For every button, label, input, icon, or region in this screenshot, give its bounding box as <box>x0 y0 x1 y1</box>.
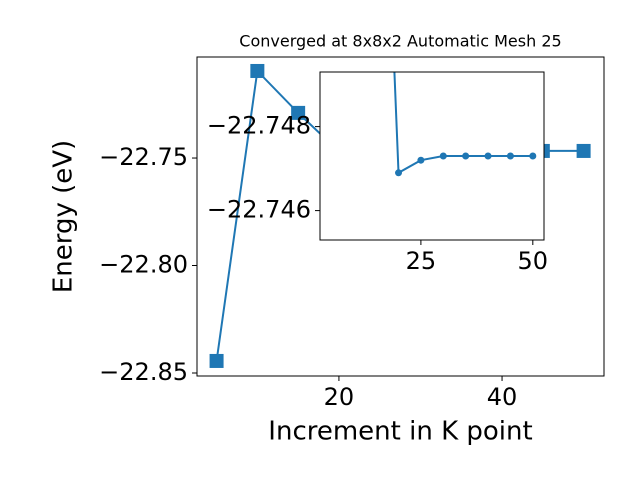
marker <box>439 152 447 160</box>
y-tick-label: −22.746 <box>207 196 311 224</box>
marker <box>484 152 492 160</box>
y-axis-label: Energy (eV) <box>49 140 79 293</box>
marker <box>506 152 514 160</box>
axes-frame <box>196 56 605 377</box>
plot-area <box>393 72 537 177</box>
marker <box>462 152 470 160</box>
y-tick-label: −22.85 <box>99 358 188 386</box>
y-tick-label: −22.748 <box>207 112 311 140</box>
marker <box>395 169 403 177</box>
marker <box>291 105 306 120</box>
chart-title: Converged at 8x8x2 Automatic Mesh 25 <box>239 32 561 51</box>
marker <box>576 143 591 158</box>
y-tick-label: −22.75 <box>99 143 188 171</box>
x-tick-label: 20 <box>324 383 355 411</box>
x-axis-label: Increment in K point <box>268 417 532 447</box>
marker <box>417 156 425 164</box>
x-tick-label: 25 <box>406 247 437 275</box>
y-tick-label: −22.80 <box>99 251 188 279</box>
marker <box>529 152 537 160</box>
line <box>393 72 533 175</box>
x-tick-label: 50 <box>518 247 549 275</box>
marker <box>209 353 224 368</box>
x-tick-label: 40 <box>487 383 518 411</box>
marker <box>250 63 265 78</box>
axes-frame <box>319 71 545 241</box>
